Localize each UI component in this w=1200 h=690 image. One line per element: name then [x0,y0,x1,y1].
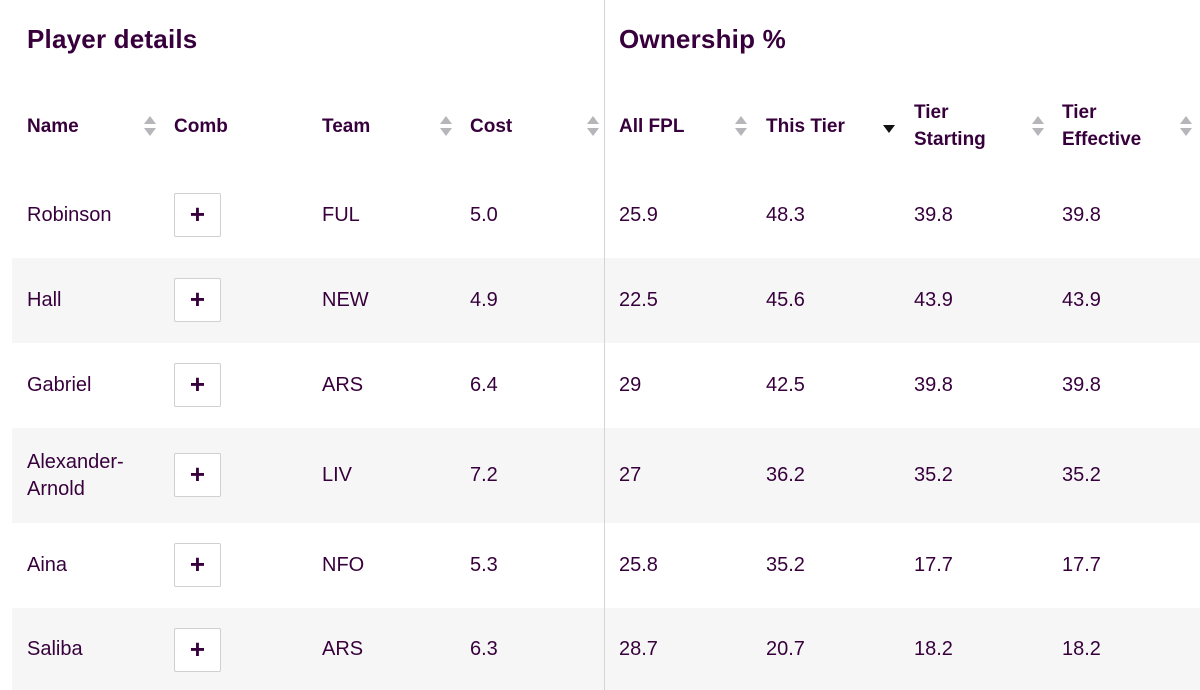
sort-team-icon[interactable] [438,90,454,162]
column-header-name[interactable]: Name [27,115,79,137]
this-tier-cell: 20.7 [766,637,805,660]
team-cell: LIV [322,464,353,486]
tier-starting-cell: 17.7 [914,554,953,576]
cost-cell: 6.4 [470,374,498,396]
add-to-combination-button[interactable]: + [174,193,221,237]
column-header-tier-effective[interactable]: Tier Effective [1062,102,1142,150]
plus-icon: + [189,634,206,664]
all-fpl-cell: 29 [619,374,642,396]
cost-cell: 7.2 [470,464,498,486]
table-row: Aina + NFO 5.3 25.8 35.2 17.7 17.7 [12,523,1200,608]
tier-starting-cell: 39.8 [914,204,953,226]
player-name: Saliba [27,637,83,660]
team-cell: NFO [322,554,365,576]
table-header: Name Comb Team Cost All FPL This Tier Ti… [0,90,1200,162]
all-fpl-cell: 27 [619,464,642,486]
sort-tier-effective-icon[interactable] [1178,90,1194,162]
team-cell: FUL [322,204,360,226]
sort-this-tier-descending-icon[interactable] [881,90,897,162]
all-fpl-cell: 25.8 [619,554,658,576]
add-to-combination-button[interactable]: + [174,628,221,672]
table-row: Gabriel + ARS 6.4 29 42.5 39.8 39.8 [12,343,1200,428]
section-divider [604,0,605,690]
team-cell: ARS [322,374,364,396]
team-cell: ARS [322,637,364,660]
cost-cell: 5.0 [470,204,498,226]
all-fpl-cell: 25.9 [619,204,658,226]
column-header-team[interactable]: Team [322,115,371,137]
player-name: Gabriel [27,374,92,396]
cost-cell: 5.3 [470,554,498,576]
add-to-combination-button[interactable]: + [174,453,221,497]
table-row: Alexander-Arnold + LIV 7.2 27 36.2 35.2 … [12,428,1200,523]
cost-cell: 6.3 [470,637,498,660]
tier-effective-cell: 17.7 [1062,554,1101,576]
player-name: Robinson [27,204,112,226]
sort-tier-starting-icon[interactable] [1030,90,1046,162]
column-header-comb: Comb [174,115,228,137]
tier-starting-cell: 39.8 [914,374,953,396]
column-header-cost[interactable]: Cost [470,115,513,137]
this-tier-cell: 36.2 [766,464,805,486]
add-to-combination-button[interactable]: + [174,278,221,322]
player-name: Aina [27,554,68,576]
tier-effective-cell: 35.2 [1062,464,1101,486]
player-name: Alexander-Arnold [27,450,124,500]
add-to-combination-button[interactable]: + [174,543,221,587]
column-header-tier-starting[interactable]: Tier Starting [914,102,986,150]
tier-effective-cell: 39.8 [1062,374,1101,396]
plus-icon: + [189,199,206,229]
table-row: Hall + NEW 4.9 22.5 45.6 43.9 43.9 [12,258,1200,343]
tier-effective-cell: 18.2 [1062,637,1101,660]
table-row: Saliba + ARS 6.3 28.7 20.7 18.2 18.2 [12,608,1200,690]
sort-name-icon[interactable] [142,90,158,162]
this-tier-cell: 45.6 [766,289,805,311]
tier-starting-cell: 35.2 [914,464,953,486]
sort-cost-icon[interactable] [585,90,601,162]
cost-cell: 4.9 [470,289,498,311]
plus-icon: + [189,459,206,489]
plus-icon: + [189,549,206,579]
plus-icon: + [189,284,206,314]
player-details-title: Player details [27,24,198,54]
player-name: Hall [27,289,62,311]
sort-all-fpl-icon[interactable] [733,90,749,162]
tier-starting-cell: 43.9 [914,289,953,311]
tier-starting-cell: 18.2 [914,637,953,660]
add-to-combination-button[interactable]: + [174,363,221,407]
tier-effective-cell: 39.8 [1062,204,1101,226]
team-cell: NEW [322,289,369,311]
plus-icon: + [189,369,206,399]
table-row: Robinson + FUL 5.0 25.9 48.3 39.8 39.8 [12,173,1200,258]
column-header-all-fpl[interactable]: All FPL [619,115,685,137]
all-fpl-cell: 28.7 [619,637,658,660]
this-tier-cell: 48.3 [766,204,805,226]
all-fpl-cell: 22.5 [619,289,658,311]
this-tier-cell: 35.2 [766,554,805,576]
ownership-title: Ownership % [619,24,786,54]
column-header-this-tier[interactable]: This Tier [766,115,845,137]
tier-effective-cell: 43.9 [1062,289,1101,311]
this-tier-cell: 42.5 [766,374,805,396]
